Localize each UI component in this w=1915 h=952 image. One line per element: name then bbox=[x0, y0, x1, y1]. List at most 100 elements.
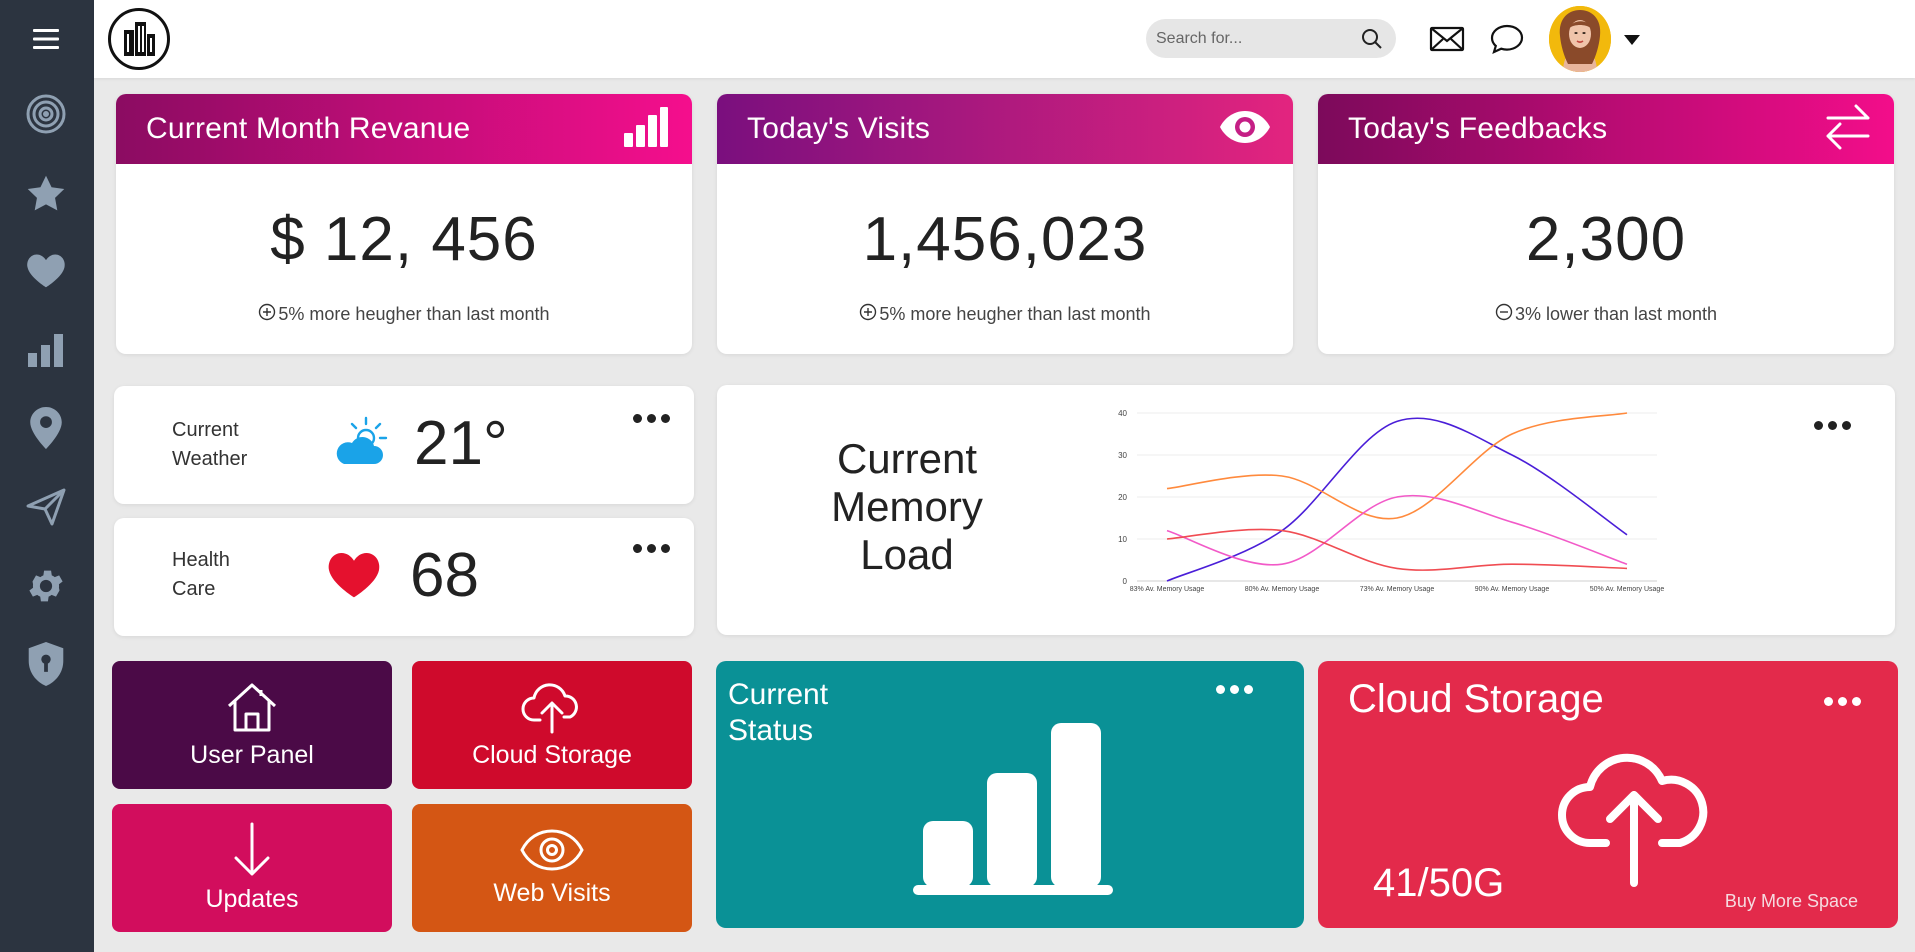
cloud-more-icon[interactable] bbox=[1824, 697, 1861, 706]
feedbacks-card-header: Today's Feedbacks bbox=[1318, 94, 1894, 164]
revenue-value: $ 12, 456 bbox=[270, 205, 538, 274]
eye-icon bbox=[520, 828, 584, 877]
weather-label-line1: Current bbox=[172, 419, 239, 441]
memory-load-title: Current Memory Load bbox=[807, 435, 1007, 579]
revenue-card: Current Month Revanue $ 12, 456 5% more … bbox=[116, 94, 692, 354]
visits-card: Today's Visits 1,456,023 5% more heugher… bbox=[717, 94, 1293, 354]
visits-note-text: 5% more heugher than last month bbox=[879, 304, 1151, 324]
cloud-storage-title: Cloud Storage bbox=[1348, 677, 1604, 721]
heart-icon bbox=[326, 548, 382, 605]
plus-circle-icon bbox=[859, 303, 877, 326]
home-icon bbox=[225, 680, 279, 739]
revenue-title: Current Month Revanue bbox=[146, 112, 471, 145]
gear-icon[interactable] bbox=[22, 562, 70, 610]
updates-label: Updates bbox=[205, 885, 299, 913]
health-value: 68 bbox=[410, 541, 479, 610]
sidebar bbox=[0, 0, 94, 952]
visits-value: 1,456,023 bbox=[862, 205, 1148, 274]
arrows-exchange-icon bbox=[1824, 102, 1872, 157]
cloud-storage-tile-label: Cloud Storage bbox=[472, 741, 632, 769]
status-title-line1: Current bbox=[728, 678, 829, 711]
bar-chart-icon bbox=[911, 709, 1115, 904]
chart-y-tick-label: 40 bbox=[1118, 409, 1127, 418]
web-visits-tile[interactable]: Web Visits bbox=[412, 804, 692, 932]
mail-icon[interactable] bbox=[1427, 20, 1467, 58]
search-icon[interactable] bbox=[1360, 27, 1384, 51]
star-icon[interactable] bbox=[22, 170, 70, 218]
buy-more-space-link[interactable]: Buy More Space bbox=[1724, 891, 1858, 911]
weather-value: 21° bbox=[414, 409, 508, 478]
status-title-line2: Status bbox=[728, 714, 814, 747]
health-label-line1: Health bbox=[172, 549, 230, 571]
chart-y-tick-label: 20 bbox=[1118, 493, 1127, 502]
weather-label: Current Weather bbox=[172, 416, 282, 474]
storage-used-value: 41/50G bbox=[1373, 861, 1505, 905]
current-status-title: Current Status bbox=[728, 677, 928, 749]
chart-y-tick-label: 10 bbox=[1118, 535, 1127, 544]
chart-series-line-1 bbox=[1166, 417, 1628, 582]
chart-x-tick-label: 80% Av. Memory Usage bbox=[1245, 586, 1320, 593]
feedbacks-card: Today's Feedbacks 2,300 3% lower than la… bbox=[1318, 94, 1894, 354]
revenue-card-header: Current Month Revanue bbox=[116, 94, 692, 164]
memory-title-line2: Memory bbox=[831, 483, 983, 530]
bar-chart-icon[interactable] bbox=[22, 326, 70, 374]
target-icon[interactable] bbox=[22, 90, 70, 138]
arrow-down-icon bbox=[230, 822, 274, 883]
search-input[interactable] bbox=[1156, 29, 1346, 48]
current-status-card: Current Status bbox=[716, 661, 1304, 928]
chart-series-line-2 bbox=[1166, 412, 1628, 520]
chart-series-line-4 bbox=[1166, 528, 1628, 571]
heart-icon[interactable] bbox=[22, 246, 70, 294]
weather-card: Current Weather 21° bbox=[114, 386, 694, 504]
revenue-note: 5% more heugher than last month bbox=[116, 303, 692, 326]
send-icon[interactable] bbox=[22, 483, 70, 531]
memory-title-line1: Current bbox=[836, 435, 978, 482]
feedbacks-value: 2,300 bbox=[1525, 205, 1687, 274]
chart-y-tick-label: 30 bbox=[1118, 451, 1127, 460]
minus-circle-icon bbox=[1495, 303, 1513, 326]
visits-card-header: Today's Visits bbox=[717, 94, 1293, 164]
user-avatar[interactable] bbox=[1549, 6, 1611, 72]
feedbacks-note-text: 3% lower than last month bbox=[1514, 304, 1718, 324]
chart-x-tick-label: 73% Av. Memory Usage bbox=[1360, 586, 1435, 593]
company-logo[interactable] bbox=[108, 8, 170, 70]
memory-title-line3: Load bbox=[860, 531, 954, 578]
cloud-storage-card: Cloud Storage 41/50G Buy More Space bbox=[1318, 661, 1898, 928]
health-card: Health Care 68 bbox=[114, 518, 694, 636]
health-label: Health Care bbox=[172, 546, 282, 604]
weather-more-icon[interactable] bbox=[633, 414, 670, 423]
web-visits-label: Web Visits bbox=[493, 879, 611, 907]
health-more-icon[interactable] bbox=[633, 544, 670, 553]
chart-x-tick-label: 83% Av. Memory Usage bbox=[1130, 586, 1205, 593]
memory-more-icon[interactable] bbox=[1814, 421, 1851, 430]
eye-icon bbox=[1219, 109, 1271, 150]
feedbacks-note: 3% lower than last month bbox=[1318, 303, 1894, 326]
cloud-storage-tile[interactable]: Cloud Storage bbox=[412, 661, 692, 789]
cloud-upload-icon bbox=[1558, 743, 1710, 892]
visits-title: Today's Visits bbox=[747, 112, 931, 145]
user-panel-tile[interactable]: User Panel bbox=[112, 661, 392, 789]
menu-icon[interactable] bbox=[22, 15, 70, 63]
chevron-down-icon[interactable] bbox=[1622, 30, 1642, 50]
weather-label-line2: Weather bbox=[172, 448, 248, 470]
location-pin-icon[interactable] bbox=[22, 404, 70, 452]
updates-tile[interactable]: Updates bbox=[112, 804, 392, 932]
revenue-note-text: 5% more heugher than last month bbox=[278, 304, 550, 324]
status-more-icon[interactable] bbox=[1216, 685, 1253, 694]
chart-x-tick-label: 50% Av. Memory Usage bbox=[1590, 586, 1665, 593]
top-bar bbox=[94, 0, 1915, 78]
cloud-upload-icon bbox=[520, 680, 584, 739]
chart-x-tick-label: 90% Av. Memory Usage bbox=[1475, 586, 1550, 593]
memory-load-card: Current Memory Load 0 10 20 30 40 83% Av. Mem… bbox=[717, 385, 1895, 635]
chart-series-line-3 bbox=[1166, 494, 1628, 566]
visits-note: 5% more heugher than last month bbox=[717, 303, 1293, 326]
feedbacks-title: Today's Feedbacks bbox=[1348, 112, 1608, 145]
user-panel-label: User Panel bbox=[190, 741, 314, 769]
bar-chart-icon bbox=[622, 105, 670, 154]
chat-icon[interactable] bbox=[1487, 20, 1527, 58]
memory-line-chart: 0 10 20 30 40 83% Av. Memory Usage 80% Av. Mem… bbox=[1118, 409, 1665, 593]
plus-circle-icon bbox=[258, 303, 276, 326]
partly-sunny-icon bbox=[332, 416, 388, 473]
shield-lock-icon[interactable] bbox=[22, 640, 70, 688]
chart-y-tick-label: 0 bbox=[1123, 577, 1128, 586]
